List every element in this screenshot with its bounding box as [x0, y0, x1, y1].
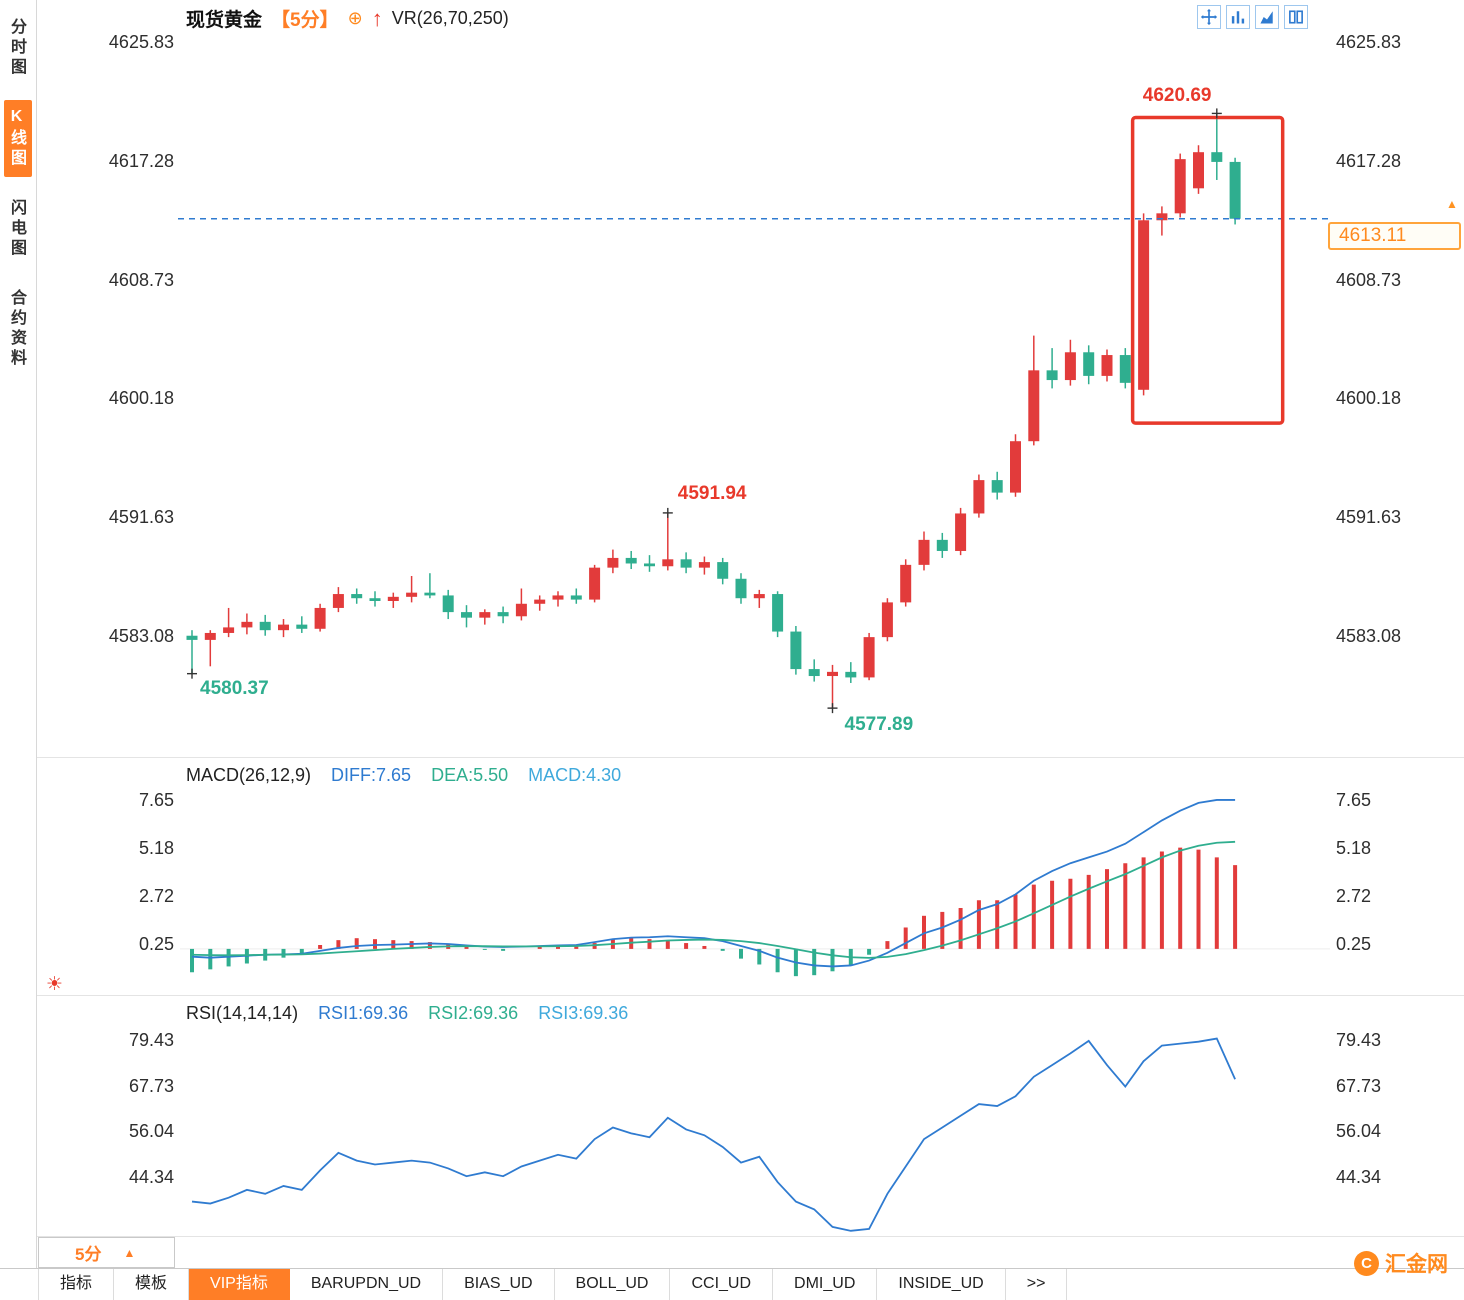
site-logo: C 汇金网: [1354, 1248, 1448, 1278]
bottom-tab-templates[interactable]: 模板: [114, 1269, 190, 1300]
sidebar-tab-contract-info[interactable]: 合约资料: [8, 289, 25, 369]
add-overlay-icon[interactable]: ⊕: [347, 8, 363, 28]
chart-toolbar: [1197, 5, 1308, 29]
macd-hist-value: MACD:4.30: [528, 765, 622, 785]
vr-indicator-label: VR(26,70,250): [391, 8, 509, 28]
sidebar-tab-lightning-chart[interactable]: 闪电图: [8, 199, 25, 259]
bottom-tab-cci-ud[interactable]: CCI_UD: [670, 1269, 774, 1300]
rsi3-value: RSI3:69.36: [538, 1003, 629, 1023]
bottom-tab-indicators[interactable]: 指标: [38, 1269, 115, 1300]
area-chart-icon[interactable]: [1255, 5, 1279, 29]
logo-icon: C: [1354, 1250, 1379, 1276]
macd-dea-value: DEA:5.50: [431, 765, 509, 785]
up-arrow-icon: ↑: [371, 5, 383, 31]
bottom-tab-barupdn-ud[interactable]: BARUPDN_UD: [290, 1269, 444, 1300]
bottom-tab-bar: 指标 模板 VIP指标 BARUPDN_UD BIAS_UD BOLL_UD CCI_UD D…: [0, 1268, 1464, 1300]
bar-chart-icon[interactable]: [1226, 5, 1250, 29]
period-selector[interactable]: 5分 ▲: [38, 1237, 175, 1268]
bottom-tab-more[interactable]: >>: [1006, 1269, 1068, 1300]
price-marker-icon: ▲: [1446, 196, 1458, 211]
indicator-settings-icon[interactable]: ☀: [46, 974, 64, 995]
bottom-tab-dmi-ud[interactable]: DMI_UD: [773, 1269, 878, 1300]
bottom-tab-vip-indicators[interactable]: VIP指标: [189, 1269, 290, 1300]
period-value: 5分: [75, 1245, 102, 1264]
rsi2-value: RSI2:69.36: [428, 1003, 519, 1023]
compare-columns-icon[interactable]: [1284, 5, 1308, 29]
current-price-tag: 4613.11: [1328, 221, 1461, 250]
sidebar-tab-time-chart[interactable]: 分时图: [8, 18, 25, 78]
rsi1-value: RSI1:69.36: [318, 1003, 409, 1023]
panel-divider: [37, 995, 1464, 996]
chart-header: 现货黄金 【5分】 ⊕ ↑ VR(26,70,250): [186, 5, 509, 32]
bottom-tab-boll-ud[interactable]: BOLL_UD: [555, 1269, 671, 1300]
logo-text: 汇金网: [1385, 1253, 1448, 1276]
symbol-name: 现货黄金: [186, 10, 263, 31]
left-sidebar: 分时图 K线图闪电图合约资料: [0, 0, 37, 1268]
sidebar-tab-kline-chart[interactable]: K线图: [4, 100, 32, 177]
rsi-label: RSI(14,14,14): [186, 1003, 299, 1023]
bottom-tabs: 指标 模板 VIP指标 BARUPDN_UD BIAS_UD BOLL_UD CCI_UD D…: [38, 1269, 1068, 1300]
macd-label: MACD(26,12,9): [186, 765, 312, 785]
bottom-tab-inside-ud[interactable]: INSIDE_UD: [877, 1269, 1006, 1300]
panel-divider: [37, 757, 1464, 758]
bottom-tab-bias-ud[interactable]: BIAS_UD: [443, 1269, 555, 1300]
period-dropdown-icon: ▲: [123, 1245, 136, 1260]
crosshair-icon[interactable]: [1197, 5, 1221, 29]
period-label: 【5分】: [271, 10, 339, 31]
rsi-header: RSI(14,14,14) RSI1:69.36 RSI2:69.36 RSI3…: [186, 1003, 628, 1024]
macd-diff-value: DIFF:7.65: [331, 765, 412, 785]
macd-header: MACD(26,12,9) DIFF:7.65 DEA:5.50 MACD:4.…: [186, 765, 621, 786]
panel-divider: [0, 1236, 1464, 1237]
